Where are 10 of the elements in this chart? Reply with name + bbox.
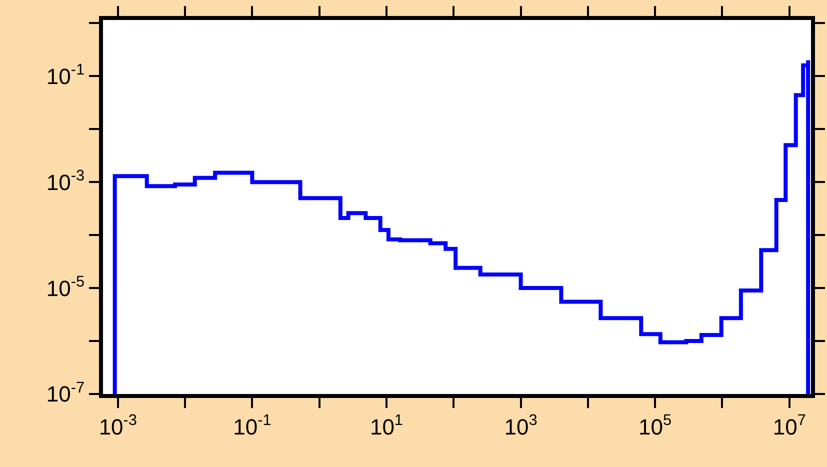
x-tick-label: 10$^{7}$	[772, 412, 806, 440]
x-tick-label: 10$^{3}$	[504, 412, 538, 440]
y-tick-label: 10$^{-7}$	[46, 379, 85, 407]
y-tick-label: 10$^{-1}$	[46, 62, 85, 89]
x-tick-label: 10$^{-1}$	[233, 412, 272, 440]
y-tick-label: 10$^{-3}$	[46, 168, 85, 195]
x-tick-label: 10$^{-3}$	[98, 412, 137, 440]
y-tick-label: 10$^{-5}$	[46, 274, 85, 301]
x-tick-label: 10$^{5}$	[638, 412, 672, 440]
x-tick-label: 10$^{1}$	[370, 412, 404, 440]
